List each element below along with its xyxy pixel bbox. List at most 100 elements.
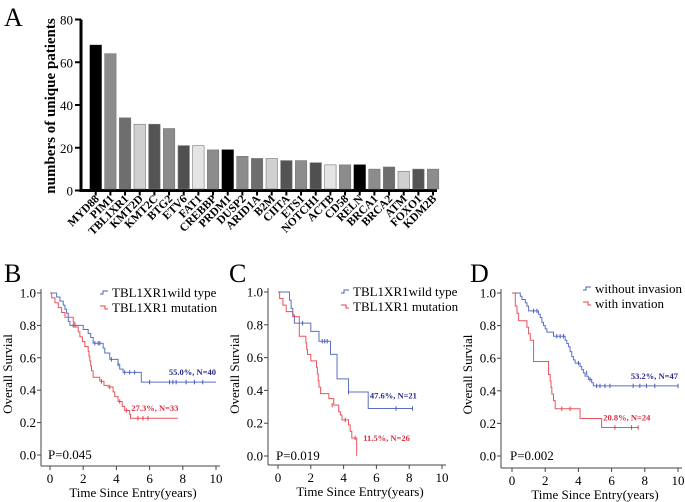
bar-b2m: [265, 158, 278, 190]
km-y-tick-label: 1.0: [20, 286, 36, 301]
survival-annotation: 53.2%, N=47: [631, 371, 679, 381]
bar-axes: 0 20 40 60 80: [60, 13, 437, 199]
bar-y-tick-label: 0: [67, 184, 74, 199]
km-x-tick-label: 6: [373, 470, 380, 485]
bar-y-tick-label: 40: [60, 98, 73, 113]
km-x-tick-label: 10: [672, 473, 685, 488]
km-x-tick-label: 10: [436, 470, 449, 485]
km-x-axis-label: Time Since Entry(years): [296, 484, 423, 499]
p-value: P=0.019: [276, 448, 320, 463]
legend-swatch: [100, 290, 108, 295]
km-y-tick-label: 0.0: [20, 448, 36, 463]
survival-curve-reference: [512, 292, 678, 387]
km-y-tick-label: 0.6: [480, 351, 497, 366]
km-x-tick-label: 0: [275, 470, 282, 485]
panel-a-bar-chart: A numbers of unique patients 0 20 40 60 80 M…: [4, 3, 439, 238]
p-value: P=0.045: [48, 447, 92, 462]
panel-label-b: B: [4, 259, 21, 288]
km-y-axis-label: Overall Survial: [460, 334, 475, 414]
bar-y-tick-label: 80: [60, 13, 73, 28]
km-x-tick-label: 2: [542, 473, 549, 488]
bar-reln: [353, 164, 366, 190]
legend-swatch: [583, 286, 591, 291]
bar-foxo1: [412, 168, 425, 190]
bar-ets1: [295, 160, 308, 190]
km-x-tick-label: 8: [180, 471, 187, 486]
legend-swatch: [341, 289, 349, 294]
bar-etv6: [177, 145, 190, 190]
survival-annotation: 20.8%, N=24: [603, 412, 651, 422]
survival-annotation: 11.5%, N=26: [363, 433, 410, 443]
survival-curve-comparison: [512, 292, 639, 428]
panel-b-survival-plot: B 0.0 0.2 0.4 0.6 0.8 1.0 0 2 4 6 8 10 Time Since Ent…: [0, 259, 223, 500]
bar-arid1a: [251, 158, 264, 190]
bar-fat1: [192, 145, 205, 190]
km-y-tick-label: 0.8: [480, 318, 496, 333]
survival-curve-reference: [278, 291, 413, 409]
km-x-tick-label: 6: [608, 473, 615, 488]
legend-label: with invation: [595, 296, 664, 311]
km-y-tick-label: 0.8: [20, 318, 36, 333]
km-y-tick-label: 0.0: [480, 449, 496, 464]
bar-y-axis-label: numbers of unique patients: [43, 18, 59, 194]
km-y-tick-label: 0.6: [20, 350, 37, 365]
km-y-tick-label: 0.4: [20, 383, 37, 398]
bar-notch1: [309, 162, 322, 190]
legend-swatch: [341, 304, 349, 309]
p-value: P=0.002: [510, 448, 554, 463]
survival-annotation: 47.6%, N=21: [370, 390, 417, 400]
km-y-tick-label: 0.2: [480, 416, 496, 431]
bar-prdm1: [221, 149, 234, 190]
bar-dusp2: [236, 156, 249, 190]
bar-y-tick-label: 20: [60, 141, 73, 156]
bar-kmt2d: [133, 123, 146, 190]
km-x-tick-label: 10: [210, 471, 223, 486]
legend-label: TBL1XR1wild type: [353, 284, 458, 299]
survival-annotation: 27.3%, N=33: [131, 403, 178, 413]
km-y-axis-label: Overall Survial: [227, 334, 242, 414]
km-x-tick-label: 2: [80, 471, 87, 486]
km-x-axis-label: Time Since Entry(years): [531, 487, 658, 502]
panel-label-c: C: [229, 259, 246, 288]
legend-label: without invasion: [595, 281, 683, 296]
km-y-tick-label: 0.4: [480, 383, 497, 398]
bar-kmt2c: [148, 123, 161, 190]
km-y-tick-label: 0.6: [247, 350, 264, 365]
legend-swatch: [100, 305, 108, 310]
survival-curve-comparison: [278, 291, 358, 456]
legend-swatch: [583, 301, 591, 306]
km-y-tick-label: 0.2: [247, 416, 263, 431]
km-x-tick-label: 0: [47, 471, 54, 486]
bar-atm: [397, 170, 410, 190]
survival-annotation: 55.0%, N=40: [169, 367, 216, 377]
survival-curve-comparison: [50, 292, 178, 419]
km-x-tick-label: 8: [642, 473, 649, 488]
bar-kdm2b: [427, 168, 440, 190]
legend-label: TBL1XR1wild type: [112, 285, 217, 300]
km-y-axis-label: Overall Survial: [0, 334, 15, 414]
km-x-tick-label: 2: [308, 470, 315, 485]
km-y-tick-label: 0.2: [20, 415, 36, 430]
km-y-tick-label: 1.0: [480, 286, 496, 301]
bar-btg2: [163, 128, 176, 190]
km-x-tick-label: 4: [113, 471, 120, 486]
panel-label-d: D: [470, 259, 489, 288]
km-x-tick-label: 6: [146, 471, 153, 486]
km-y-tick-label: 0.0: [247, 449, 263, 464]
km-x-tick-label: 4: [575, 473, 582, 488]
km-x-tick-label: 4: [340, 470, 347, 485]
legend-label: TBL1XR1 mutation: [353, 299, 459, 314]
bar-myd88: [89, 44, 102, 190]
km-x-axis-label: Time Since Entry(years): [69, 485, 196, 500]
bar-x-tick-labels: MYD88PIM1TBL1XR1KMT2DKMT2CBTG2ETV6FAT1CR…: [66, 193, 440, 238]
bar-ciita: [280, 160, 293, 190]
km-y-tick-label: 0.4: [247, 383, 264, 398]
survival-curve-reference: [50, 292, 216, 383]
km-x-tick-label: 0: [509, 473, 516, 488]
bar-actb: [324, 164, 337, 190]
bar-crebbp: [207, 149, 220, 190]
panel-label-a: A: [4, 3, 23, 32]
km-y-tick-label: 0.8: [247, 317, 263, 332]
panel-d-survival-plot: D 0.0 0.2 0.4 0.6 0.8 1.0 0 2 4 6 8 10 Time Since Ent…: [460, 259, 685, 502]
bar-cd58: [339, 164, 352, 190]
